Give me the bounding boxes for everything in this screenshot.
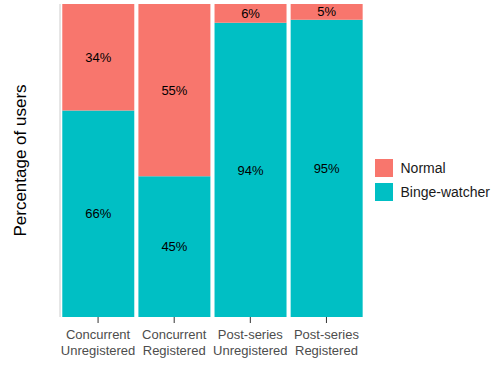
svg-text:5%: 5% — [317, 4, 336, 19]
svg-text:ConcurrentUnregistered: ConcurrentUnregistered — [61, 327, 135, 358]
svg-text:55%: 55% — [161, 83, 187, 98]
svg-text:66%: 66% — [85, 206, 111, 221]
svg-text:6%: 6% — [241, 6, 260, 21]
svg-text:95%: 95% — [314, 161, 340, 176]
svg-text:Percentage of users: Percentage of users — [11, 84, 30, 236]
svg-text:34%: 34% — [85, 50, 111, 65]
html-text:Binge-watcher: Binge-watcher — [400, 183, 490, 200]
html-text:Normal: Normal — [400, 159, 446, 176]
svg-text:ConcurrentRegistered: ConcurrentRegistered — [142, 327, 207, 358]
svg-text:Post-seriesRegistered: Post-seriesRegistered — [294, 327, 360, 358]
svg-text:94%: 94% — [238, 163, 264, 178]
svg-text:Post-seriesUnregistered: Post-seriesUnregistered — [213, 327, 287, 358]
svg-text:45%: 45% — [161, 239, 187, 254]
